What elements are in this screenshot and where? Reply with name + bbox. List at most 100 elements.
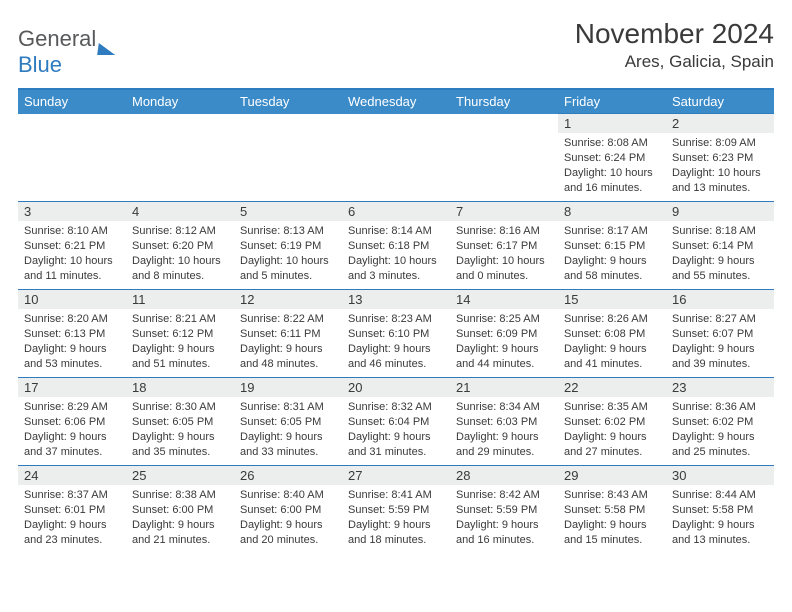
day-cell: 13Sunrise: 8:23 AMSunset: 6:10 PMDayligh… xyxy=(342,290,450,378)
weekday-sunday: Sunday xyxy=(18,89,126,114)
day-cell: 23Sunrise: 8:36 AMSunset: 6:02 PMDayligh… xyxy=(666,378,774,466)
day-cell: 12Sunrise: 8:22 AMSunset: 6:11 PMDayligh… xyxy=(234,290,342,378)
day-number: 17 xyxy=(18,378,126,397)
day-details: Sunrise: 8:09 AMSunset: 6:23 PMDaylight:… xyxy=(666,133,774,199)
day-details: Sunrise: 8:20 AMSunset: 6:13 PMDaylight:… xyxy=(18,309,126,375)
day-details: Sunrise: 8:42 AMSunset: 5:59 PMDaylight:… xyxy=(450,485,558,551)
day-cell: 21Sunrise: 8:34 AMSunset: 6:03 PMDayligh… xyxy=(450,378,558,466)
day-cell: 22Sunrise: 8:35 AMSunset: 6:02 PMDayligh… xyxy=(558,378,666,466)
day-details: Sunrise: 8:34 AMSunset: 6:03 PMDaylight:… xyxy=(450,397,558,463)
day-details: Sunrise: 8:40 AMSunset: 6:00 PMDaylight:… xyxy=(234,485,342,551)
day-cell: 10Sunrise: 8:20 AMSunset: 6:13 PMDayligh… xyxy=(18,290,126,378)
day-cell: 25Sunrise: 8:38 AMSunset: 6:00 PMDayligh… xyxy=(126,466,234,554)
day-cell: 3Sunrise: 8:10 AMSunset: 6:21 PMDaylight… xyxy=(18,202,126,290)
day-cell: 7Sunrise: 8:16 AMSunset: 6:17 PMDaylight… xyxy=(450,202,558,290)
day-details: Sunrise: 8:13 AMSunset: 6:19 PMDaylight:… xyxy=(234,221,342,287)
day-details: Sunrise: 8:25 AMSunset: 6:09 PMDaylight:… xyxy=(450,309,558,375)
day-cell: 6Sunrise: 8:14 AMSunset: 6:18 PMDaylight… xyxy=(342,202,450,290)
weekday-thursday: Thursday xyxy=(450,89,558,114)
day-number: 14 xyxy=(450,290,558,309)
day-number: 24 xyxy=(18,466,126,485)
day-number: 8 xyxy=(558,202,666,221)
day-cell: 27Sunrise: 8:41 AMSunset: 5:59 PMDayligh… xyxy=(342,466,450,554)
day-number: 2 xyxy=(666,114,774,133)
logo-part2: Blue xyxy=(18,52,62,77)
day-details: Sunrise: 8:23 AMSunset: 6:10 PMDaylight:… xyxy=(342,309,450,375)
day-details: Sunrise: 8:22 AMSunset: 6:11 PMDaylight:… xyxy=(234,309,342,375)
empty-cell xyxy=(126,114,234,202)
day-details: Sunrise: 8:30 AMSunset: 6:05 PMDaylight:… xyxy=(126,397,234,463)
day-cell: 15Sunrise: 8:26 AMSunset: 6:08 PMDayligh… xyxy=(558,290,666,378)
logo-text: General Blue xyxy=(18,26,96,78)
day-number: 6 xyxy=(342,202,450,221)
logo-triangle-icon xyxy=(97,43,117,55)
day-cell: 19Sunrise: 8:31 AMSunset: 6:05 PMDayligh… xyxy=(234,378,342,466)
calendar-row: 24Sunrise: 8:37 AMSunset: 6:01 PMDayligh… xyxy=(18,466,774,554)
day-details: Sunrise: 8:27 AMSunset: 6:07 PMDaylight:… xyxy=(666,309,774,375)
day-number: 3 xyxy=(18,202,126,221)
weekday-tuesday: Tuesday xyxy=(234,89,342,114)
day-cell: 29Sunrise: 8:43 AMSunset: 5:58 PMDayligh… xyxy=(558,466,666,554)
weekday-wednesday: Wednesday xyxy=(342,89,450,114)
day-cell: 28Sunrise: 8:42 AMSunset: 5:59 PMDayligh… xyxy=(450,466,558,554)
location: Ares, Galicia, Spain xyxy=(575,52,774,72)
day-cell: 24Sunrise: 8:37 AMSunset: 6:01 PMDayligh… xyxy=(18,466,126,554)
day-details: Sunrise: 8:43 AMSunset: 5:58 PMDaylight:… xyxy=(558,485,666,551)
day-number: 23 xyxy=(666,378,774,397)
calendar-page: General Blue November 2024 Ares, Galicia… xyxy=(0,0,792,564)
day-number: 21 xyxy=(450,378,558,397)
day-details: Sunrise: 8:32 AMSunset: 6:04 PMDaylight:… xyxy=(342,397,450,463)
day-details: Sunrise: 8:31 AMSunset: 6:05 PMDaylight:… xyxy=(234,397,342,463)
calendar-row: 17Sunrise: 8:29 AMSunset: 6:06 PMDayligh… xyxy=(18,378,774,466)
day-number: 1 xyxy=(558,114,666,133)
day-number: 16 xyxy=(666,290,774,309)
title-block: November 2024 Ares, Galicia, Spain xyxy=(575,18,774,72)
weekday-saturday: Saturday xyxy=(666,89,774,114)
day-number: 20 xyxy=(342,378,450,397)
weekday-row: Sunday Monday Tuesday Wednesday Thursday… xyxy=(18,89,774,114)
day-number: 10 xyxy=(18,290,126,309)
day-cell: 5Sunrise: 8:13 AMSunset: 6:19 PMDaylight… xyxy=(234,202,342,290)
calendar-grid: Sunday Monday Tuesday Wednesday Thursday… xyxy=(18,88,774,554)
empty-cell xyxy=(18,114,126,202)
day-number: 25 xyxy=(126,466,234,485)
logo-part1: General xyxy=(18,26,96,51)
calendar-row: 10Sunrise: 8:20 AMSunset: 6:13 PMDayligh… xyxy=(18,290,774,378)
logo: General Blue xyxy=(18,18,116,78)
day-cell: 26Sunrise: 8:40 AMSunset: 6:00 PMDayligh… xyxy=(234,466,342,554)
day-number: 26 xyxy=(234,466,342,485)
day-cell: 16Sunrise: 8:27 AMSunset: 6:07 PMDayligh… xyxy=(666,290,774,378)
day-details: Sunrise: 8:37 AMSunset: 6:01 PMDaylight:… xyxy=(18,485,126,551)
month-title: November 2024 xyxy=(575,18,774,50)
day-number: 28 xyxy=(450,466,558,485)
calendar-row: 3Sunrise: 8:10 AMSunset: 6:21 PMDaylight… xyxy=(18,202,774,290)
day-cell: 4Sunrise: 8:12 AMSunset: 6:20 PMDaylight… xyxy=(126,202,234,290)
day-details: Sunrise: 8:17 AMSunset: 6:15 PMDaylight:… xyxy=(558,221,666,287)
day-number: 7 xyxy=(450,202,558,221)
day-number: 30 xyxy=(666,466,774,485)
day-details: Sunrise: 8:16 AMSunset: 6:17 PMDaylight:… xyxy=(450,221,558,287)
day-number: 12 xyxy=(234,290,342,309)
day-number: 18 xyxy=(126,378,234,397)
day-details: Sunrise: 8:41 AMSunset: 5:59 PMDaylight:… xyxy=(342,485,450,551)
day-cell: 14Sunrise: 8:25 AMSunset: 6:09 PMDayligh… xyxy=(450,290,558,378)
day-cell: 30Sunrise: 8:44 AMSunset: 5:58 PMDayligh… xyxy=(666,466,774,554)
day-cell: 2Sunrise: 8:09 AMSunset: 6:23 PMDaylight… xyxy=(666,114,774,202)
empty-cell xyxy=(342,114,450,202)
day-number: 29 xyxy=(558,466,666,485)
day-number: 9 xyxy=(666,202,774,221)
day-details: Sunrise: 8:12 AMSunset: 6:20 PMDaylight:… xyxy=(126,221,234,287)
day-number: 19 xyxy=(234,378,342,397)
day-details: Sunrise: 8:14 AMSunset: 6:18 PMDaylight:… xyxy=(342,221,450,287)
day-number: 15 xyxy=(558,290,666,309)
day-cell: 17Sunrise: 8:29 AMSunset: 6:06 PMDayligh… xyxy=(18,378,126,466)
day-cell: 20Sunrise: 8:32 AMSunset: 6:04 PMDayligh… xyxy=(342,378,450,466)
day-cell: 9Sunrise: 8:18 AMSunset: 6:14 PMDaylight… xyxy=(666,202,774,290)
day-details: Sunrise: 8:21 AMSunset: 6:12 PMDaylight:… xyxy=(126,309,234,375)
day-details: Sunrise: 8:10 AMSunset: 6:21 PMDaylight:… xyxy=(18,221,126,287)
empty-cell xyxy=(450,114,558,202)
header: General Blue November 2024 Ares, Galicia… xyxy=(18,18,774,78)
weekday-monday: Monday xyxy=(126,89,234,114)
day-cell: 1Sunrise: 8:08 AMSunset: 6:24 PMDaylight… xyxy=(558,114,666,202)
day-details: Sunrise: 8:08 AMSunset: 6:24 PMDaylight:… xyxy=(558,133,666,199)
